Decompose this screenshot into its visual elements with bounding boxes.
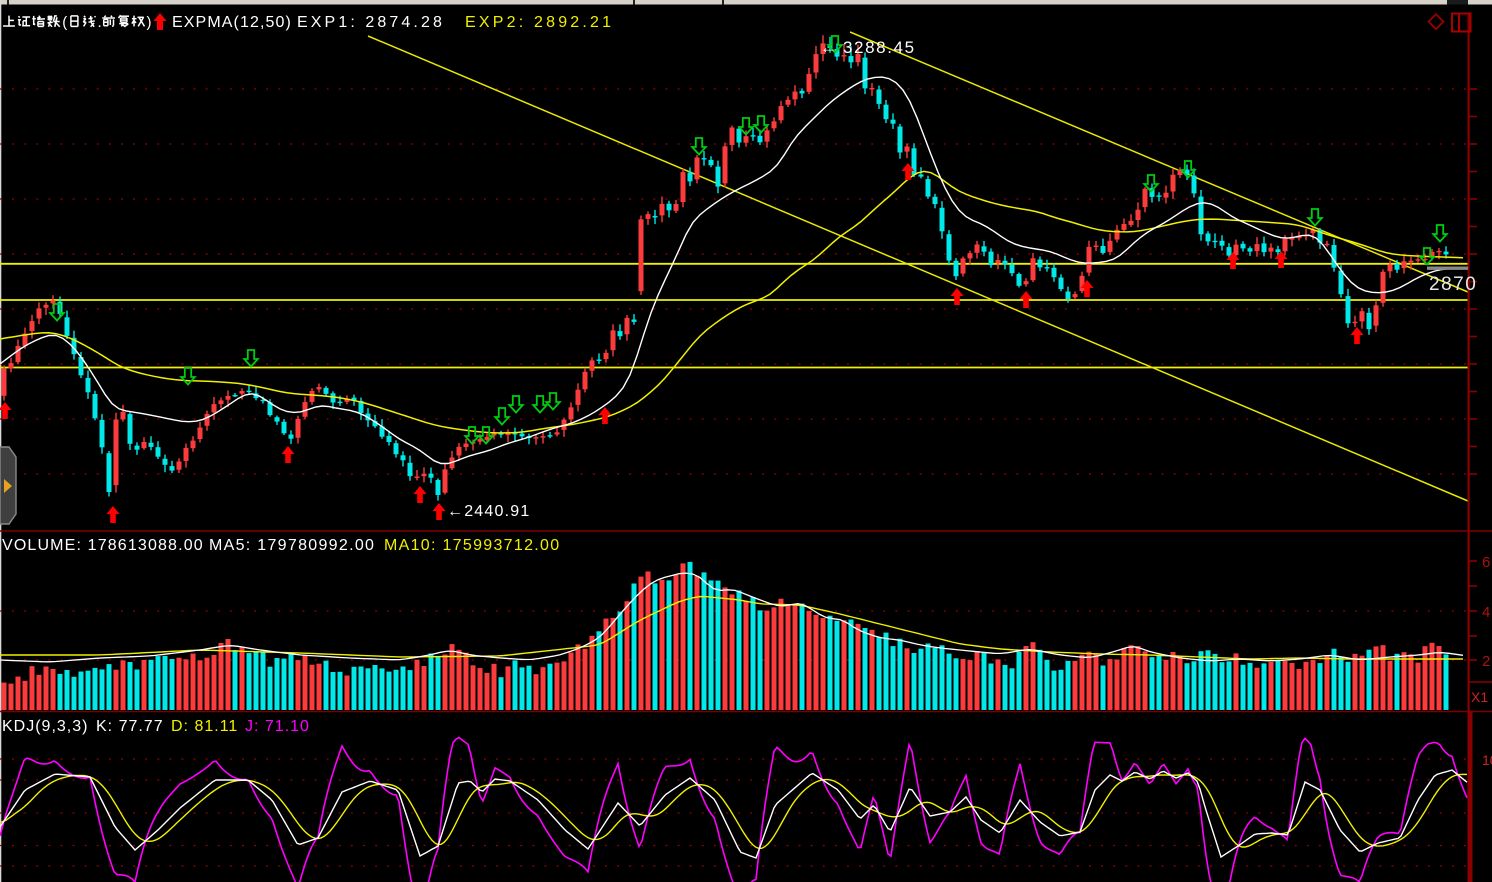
svg-text:VOLUME: 178613088.00: VOLUME: 178613088.00 bbox=[2, 537, 204, 554]
svg-text:J: 71.10: J: 71.10 bbox=[245, 718, 310, 735]
svg-text:2: 2 bbox=[1482, 653, 1490, 670]
svg-text:←2440.91: ←2440.91 bbox=[447, 503, 530, 520]
svg-text:EXPMA(12,50): EXPMA(12,50) bbox=[172, 14, 292, 31]
svg-text:EXP2: 2892.21: EXP2: 2892.21 bbox=[465, 14, 614, 31]
svg-text:2870: 2870 bbox=[1429, 274, 1477, 295]
svg-text:MA5: 179780992.00: MA5: 179780992.00 bbox=[209, 537, 375, 554]
svg-text:.: . bbox=[98, 14, 102, 31]
svg-text:EXP1: 2874.28: EXP1: 2874.28 bbox=[297, 14, 445, 31]
svg-text:KDJ(9,3,3): KDJ(9,3,3) bbox=[2, 718, 88, 735]
svg-text:K: 77.77: K: 77.77 bbox=[96, 718, 164, 735]
svg-text:3288.45: 3288.45 bbox=[843, 38, 916, 57]
svg-text:): ) bbox=[147, 14, 152, 31]
svg-text:X1: X1 bbox=[1471, 689, 1488, 705]
svg-text:6: 6 bbox=[1482, 554, 1490, 571]
svg-text:4: 4 bbox=[1482, 604, 1490, 621]
svg-text:100: 100 bbox=[1482, 752, 1492, 768]
svg-text:MA10: 175993712.00: MA10: 175993712.00 bbox=[384, 537, 560, 554]
svg-text:←: ← bbox=[820, 38, 837, 57]
svg-text:D: 81.11: D: 81.11 bbox=[171, 718, 238, 735]
svg-text:(: ( bbox=[62, 14, 67, 31]
